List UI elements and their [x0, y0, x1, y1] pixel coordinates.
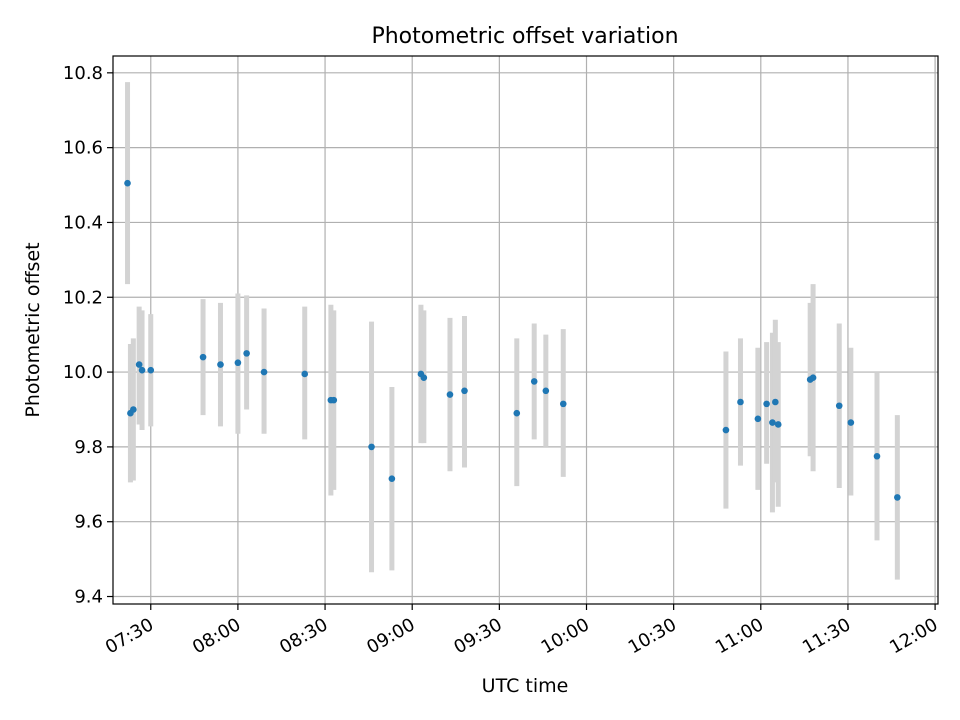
data-point — [217, 361, 224, 368]
y-tick-label: 10.2 — [63, 287, 103, 308]
y-tick-label: 10.6 — [63, 138, 103, 159]
data-point — [234, 359, 242, 367]
data-point — [446, 391, 454, 398]
data-point — [763, 400, 770, 408]
y-tick-label: 9.6 — [74, 512, 103, 533]
data-point — [301, 370, 309, 378]
data-point — [530, 378, 538, 385]
plot-frame — [112, 55, 939, 605]
y-axis-label: Photometric offset — [22, 242, 44, 417]
data-point — [835, 402, 843, 410]
data-point — [388, 475, 396, 482]
x-axis-label: UTC time — [482, 675, 569, 697]
data-point — [330, 396, 338, 404]
data-point — [368, 443, 375, 451]
gridlines — [113, 56, 938, 604]
data-points — [124, 179, 901, 501]
data-point — [420, 374, 428, 381]
data-point — [754, 415, 762, 423]
data-point — [894, 494, 901, 501]
data-point — [461, 387, 468, 395]
data-point — [769, 419, 776, 426]
data-point — [130, 406, 137, 413]
data-point — [737, 398, 744, 406]
chart-title: Photometric offset variation — [371, 24, 678, 49]
data-point — [847, 419, 855, 426]
data-point — [135, 361, 143, 368]
data-point — [559, 400, 567, 408]
data-point — [138, 366, 146, 374]
data-point — [124, 179, 131, 187]
data-point — [260, 368, 268, 376]
y-axis: 9.4 9.6 9.8 10.0 10.2 10.4 10.6 10.8 — [63, 63, 113, 608]
y-tick-label: 10.0 — [63, 362, 103, 383]
data-point — [873, 452, 881, 460]
data-point — [243, 350, 250, 357]
data-point — [542, 387, 550, 395]
y-tick-label: 10.4 — [63, 212, 103, 233]
data-point — [147, 366, 155, 374]
data-point — [772, 398, 779, 406]
y-tick-label: 10.8 — [63, 63, 103, 84]
data-point — [809, 374, 817, 381]
data-point — [513, 409, 521, 417]
data-point — [199, 353, 207, 361]
data-point — [774, 421, 782, 428]
data-point — [722, 426, 730, 434]
y-tick-label: 9.4 — [74, 587, 103, 608]
y-tick-label: 9.8 — [74, 437, 103, 458]
